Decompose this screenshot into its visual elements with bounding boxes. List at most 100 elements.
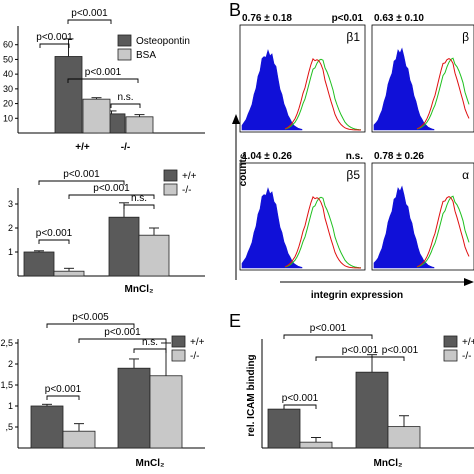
ratio-label: 0.63 ± 0.10 [374,13,424,24]
legend-swatch [443,335,458,348]
p-value-label: p<0.001 [63,169,100,180]
ratio-label: 0.78 ± 0.26 [374,151,424,162]
significance-bracket [46,323,135,328]
expression-arrow-icon [464,278,474,286]
bar [62,430,96,449]
chart-histograms: 0.76 ± 0.18 p<0.01 β1 0.63 ± 0.10 β 1.04 ± 0.… [232,13,474,301]
histogram-panel: 1.04 ± 0.26 n.s. β5 [239,151,366,271]
category-label: MnCl₂ [136,458,165,469]
p-value-label: p<0.001 [93,183,130,194]
p-value-label: p<0.001 [282,393,319,404]
y-tick-label: 10 [3,113,13,123]
bar [53,270,85,277]
wildtype-histogram [284,196,362,269]
wildtype-histogram [416,196,470,268]
bar [299,441,333,449]
p-value-label: p<0.001 [36,32,73,43]
legend-swatch [117,48,132,61]
legend-label: +/+ [182,171,197,182]
significance-bracket [315,356,405,361]
isotype-histogram [241,187,303,269]
y-tick-label: 40 [3,69,13,79]
legend-label: Osteopontin [136,36,190,47]
y-tick-label: 2 [8,359,13,369]
legend-label: +/+ [462,337,474,348]
y-tick-label: 2 [8,223,13,233]
category-label: +/+ [75,142,90,153]
significance-bracket [68,194,155,199]
legend-swatch [163,169,178,182]
category-label: -/- [121,142,130,153]
category-label: MnCl₂ [374,458,403,469]
significance-bracket [133,348,167,353]
significance-bracket [283,334,373,339]
knockout-histogram [284,58,362,131]
isotype-histogram [241,49,303,131]
bar [108,216,140,277]
histogram-frame [239,24,366,133]
p-value-label: n.s. [117,92,133,103]
p-value-label: p<0.001 [104,327,141,338]
counts-arrow-icon [232,114,240,124]
legend-label: -/- [190,351,199,362]
legend-swatch [171,335,186,348]
integrin-name: β1 [346,30,360,44]
integrin-name: α [462,168,469,182]
y-tick-label: 3 [8,199,13,209]
p-value-label: p<0.001 [36,228,73,239]
histogram-frame [239,162,366,271]
p-value-label: n.s. [142,337,158,348]
y-tick-label: 1 [8,247,13,257]
bar [117,367,151,449]
significance-bracket [110,103,141,108]
knockout-histogram [416,195,470,268]
p-value-label: n.s. [131,193,147,204]
bar [149,375,183,449]
histogram-panel: 0.63 ± 0.10 β [371,13,474,133]
legend-label: -/- [462,351,471,362]
category-label: MnCl₂ [125,284,154,295]
bar [355,371,389,449]
legend-swatch [171,349,186,362]
significance-bracket [38,180,125,185]
y-axis-label: rel. ICAM binding [246,354,257,436]
knockout-histogram [416,57,470,130]
significance-bracket [67,19,112,24]
isotype-histogram [373,185,435,269]
significance-bracket [123,204,155,209]
y-axis-label: counts [238,153,249,186]
y-tick-label: 50 [3,54,13,64]
panel-letter-b: B [229,0,241,20]
integrin-name: β [462,30,469,44]
p-value-label: p<0.001 [71,8,108,19]
y-tick-label: 20 [3,99,13,109]
y-tick-label: ,5 [5,422,13,432]
bar [82,98,111,134]
p-value-label: p<0.001 [45,384,82,395]
y-tick-label: 1,5 [0,380,13,390]
significance-bracket [39,43,70,48]
histogram-frame [371,24,474,133]
bar [54,56,83,134]
significance-bracket [283,404,317,409]
histogram-frame [371,162,474,271]
wildtype-histogram [416,58,470,130]
histogram-panel: 0.78 ± 0.26 α [371,151,474,271]
legend-swatch [163,183,178,196]
bar [125,116,154,134]
p-value-label: p<0.01 [332,13,364,24]
p-value-label: p<0.005 [72,312,109,323]
integrin-name: β5 [346,168,360,182]
ratio-label: 0.76 ± 0.18 [242,13,292,24]
legend-swatch [443,349,458,362]
legend-label: +/+ [190,337,205,348]
chart-bottom-left: ,511,522,5MnCl₂+/+-/-p<0.005p<0.001n.s.p… [0,312,205,469]
bar [23,251,55,277]
p-value-label: p<0.001 [382,345,419,356]
significance-bracket [38,239,70,244]
legend-swatch [117,34,132,47]
bar [387,426,421,449]
p-value-label: p<0.001 [310,323,347,334]
